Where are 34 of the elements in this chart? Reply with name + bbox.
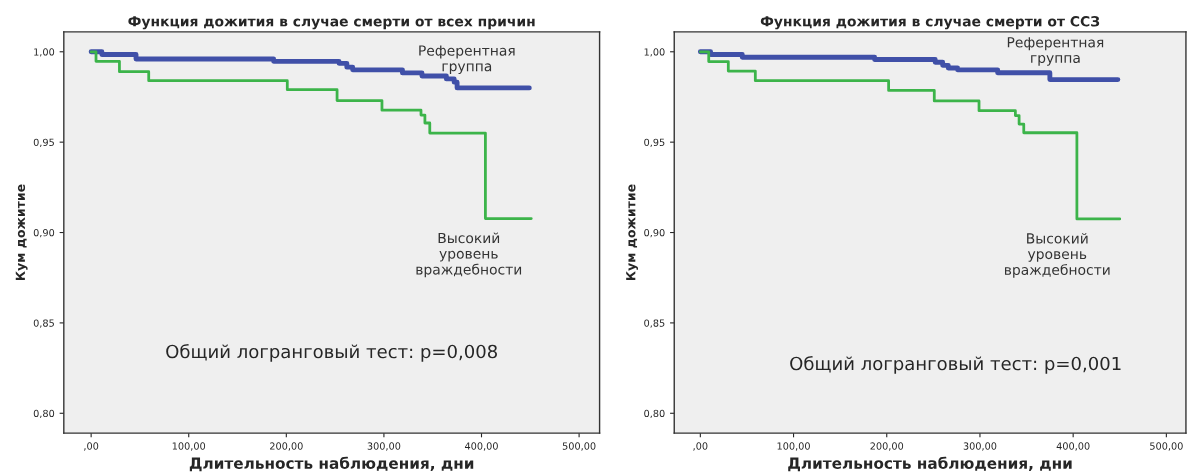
series-label: Референтная группа [1007,37,1104,66]
y-tick-label: 0,85 [644,319,665,328]
x-tick-label: 100,00 [172,442,206,451]
series-label: Высокий уровень враждебности [1004,232,1110,278]
x-tick-label: ,00 [693,442,708,451]
y-tick-label: 0,80 [644,409,665,419]
x-tick-label: ,00 [84,442,99,451]
y-tick-label: 0,80 [33,409,55,419]
y-tick-label: 0,95 [33,138,54,147]
y-tick-label: 0,90 [644,229,665,238]
annotation: Общий логранговый тест: p=0,008 [166,344,497,362]
y-axis-title: Кум дожитие [15,184,28,281]
x-tick-label: 400,00 [464,442,498,451]
chart-title: Функция дожития в случае смерти от ССЗ [760,16,1100,30]
x-tick-label: 300,00 [367,442,401,451]
y-tick-label: 1,00 [644,48,665,57]
x-tick-label: 300,00 [963,442,997,451]
x-tick-label: 400,00 [1056,442,1090,451]
y-tick-label: 0,85 [33,319,54,328]
annotation: Общий логранговый тест: p=0,001 [790,356,1121,374]
chart-title: Функция дожития в случае смерти от всех причин [128,16,535,30]
series-label: Высокий уровень враждебности [416,232,522,278]
y-tick-label: 0,90 [33,229,55,238]
x-axis-title: Длительность наблюдения, дни [189,456,474,472]
x-tick-label: 500,00 [562,442,596,451]
y-tick-label: 0,95 [644,138,665,147]
x-tick-label: 500,00 [1150,442,1183,451]
x-tick-label: 200,00 [270,442,303,451]
x-axis-title: Длительность наблюдения, дни [788,456,1072,472]
y-axis-title: Кум дожитие [626,184,639,281]
x-tick-label: 200,00 [870,442,904,451]
x-tick-label: 100,00 [777,442,810,451]
series-label: Референтная группа [419,45,515,75]
y-tick-label: 1,00 [34,48,55,57]
